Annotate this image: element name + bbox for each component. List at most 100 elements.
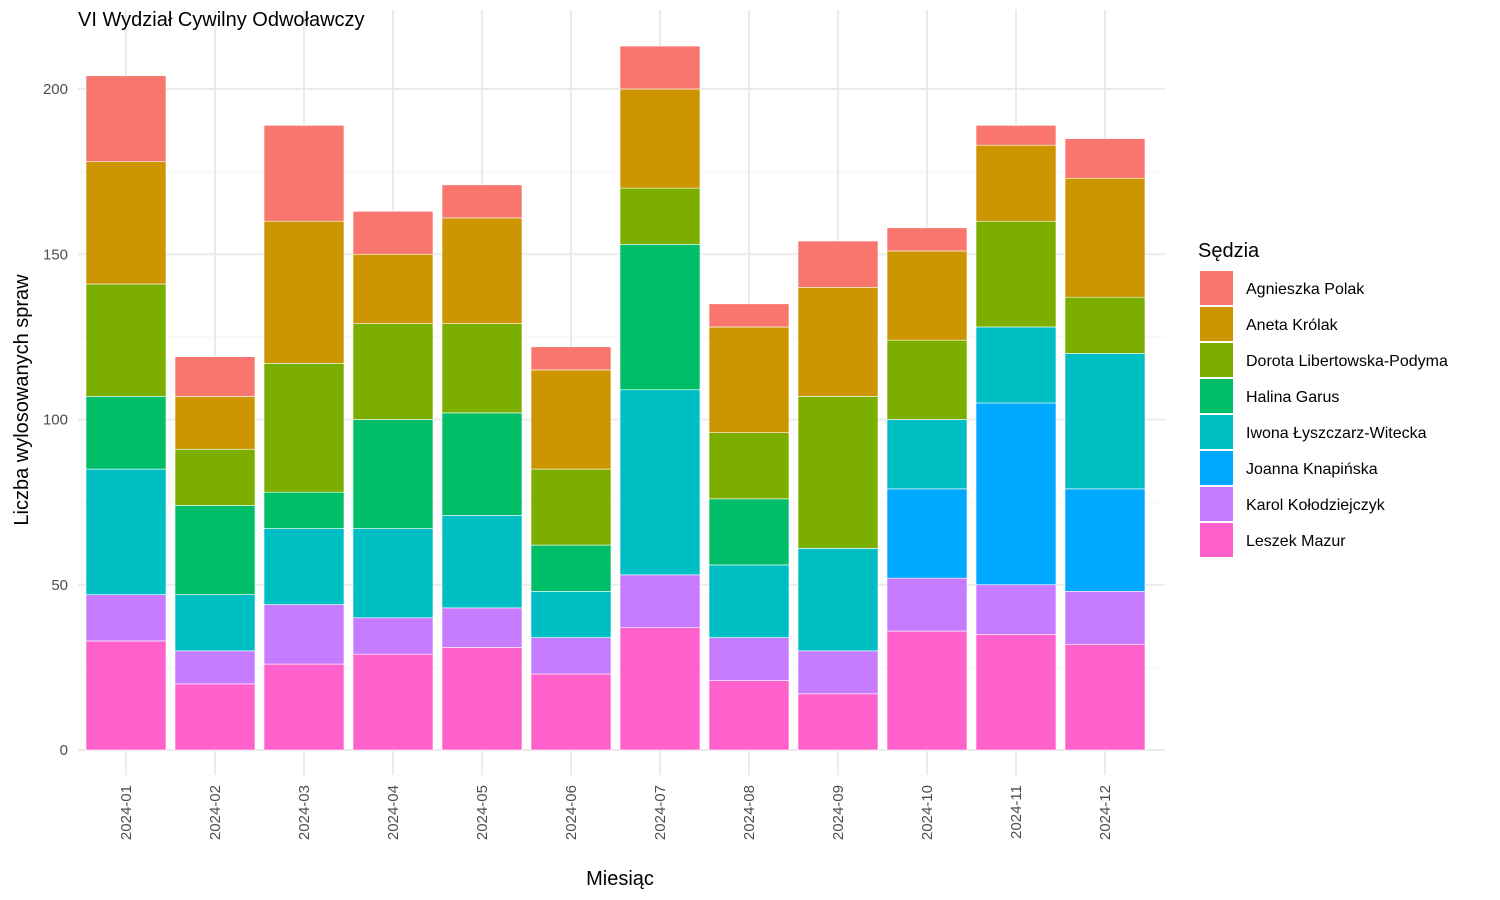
legend-key (1200, 307, 1233, 341)
bar-segment (441, 515, 523, 609)
x-tick-label: 2024-11 (1008, 785, 1025, 839)
bar-segment (1064, 643, 1146, 751)
bar-segment (263, 528, 345, 605)
bar-segment (441, 217, 523, 324)
bar-segment (1064, 591, 1146, 645)
bar-segment (1064, 177, 1146, 298)
x-tick-label: 2024-06 (563, 785, 580, 840)
bar-segment (708, 637, 790, 681)
y-tick-label: 150 (43, 246, 68, 263)
bar-segment (975, 634, 1057, 751)
bar-segment (352, 528, 434, 619)
bar-segment (708, 326, 790, 434)
bar-segment (619, 45, 701, 90)
bar-segment (797, 693, 879, 751)
y-tick-label: 50 (51, 577, 68, 594)
bar-segment (530, 673, 612, 751)
bar-segment (530, 637, 612, 675)
bar-segment (174, 356, 256, 397)
legend-key (1200, 343, 1233, 377)
bar-segment (174, 683, 256, 751)
bar-segment (708, 432, 790, 500)
legend-label: Agnieszka Polak (1246, 281, 1365, 298)
bar-segment (352, 419, 434, 529)
x-tick-label: 2024-04 (385, 785, 402, 840)
bar-segment (85, 75, 167, 163)
bar-segment (975, 326, 1057, 404)
bars (85, 45, 1146, 751)
bar-segment (1064, 488, 1146, 592)
x-tick-label: 2024-07 (652, 785, 669, 840)
bar-segment (352, 253, 434, 324)
bar-segment (352, 617, 434, 655)
bar-segment (174, 448, 256, 506)
bar-segment (441, 323, 523, 414)
bar-segment (886, 250, 968, 341)
bar-segment (1064, 138, 1146, 179)
bar-segment (797, 650, 879, 695)
legend-label: Joanna Knapińska (1246, 461, 1378, 478)
bar-segment (797, 548, 879, 652)
bar-segment (441, 184, 523, 219)
bar-segment (441, 647, 523, 751)
bar-segment (619, 187, 701, 245)
bar-segment (708, 498, 790, 566)
x-tick-label: 2024-03 (296, 785, 313, 840)
bar-segment (975, 402, 1057, 586)
bar-segment (975, 125, 1057, 146)
bar-segment (975, 144, 1057, 222)
bar-segment (619, 88, 701, 189)
legend-label: Aneta Królak (1246, 317, 1339, 334)
bar-segment (352, 323, 434, 420)
bar-segment (619, 389, 701, 576)
x-tick-label: 2024-10 (919, 785, 936, 840)
bar-segment (530, 369, 612, 470)
bar-segment (85, 283, 167, 397)
legend-key (1200, 451, 1233, 485)
bar-segment (85, 161, 167, 285)
legend-label: Iwona Łyszczarz-Witecka (1246, 425, 1427, 442)
bar-segment (174, 594, 256, 652)
bar-segment (886, 488, 968, 579)
bar-segment (352, 210, 434, 255)
bar-segment (1064, 353, 1146, 490)
bar-segment (85, 396, 167, 470)
bar-segment (263, 491, 345, 529)
bar-segment (1064, 296, 1146, 354)
x-tick-label: 2024-01 (118, 785, 135, 840)
bar-segment (619, 627, 701, 751)
bar-segment (797, 240, 879, 288)
bar-segment (85, 594, 167, 642)
bar-segment (85, 640, 167, 751)
bar-segment (530, 591, 612, 638)
bar-segment (886, 630, 968, 751)
bar-segment (886, 419, 968, 490)
bar-segment (886, 577, 968, 632)
legend-label: Dorota Libertowska-Podyma (1246, 353, 1448, 370)
bar-segment (263, 363, 345, 493)
x-tick-label: 2024-09 (830, 785, 847, 840)
x-axis: 2024-01 2024-02 2024-03 2024-04 2024-05 2024-… (118, 785, 1114, 840)
legend-label: Karol Kołodziejczyk (1246, 497, 1386, 514)
bar-segment (263, 220, 345, 364)
bar-segment (708, 680, 790, 751)
legend: Sędzia Agnieszka Polak Aneta Królak Dorota… (1198, 240, 1448, 557)
bar-segment (886, 339, 968, 420)
bar-segment (85, 468, 167, 595)
bar-segment (619, 574, 701, 629)
bar-segment (263, 125, 345, 222)
chart-title: VI Wydział Cywilny Odwoławczy (78, 9, 365, 31)
bar-segment (441, 607, 523, 648)
legend-key (1200, 271, 1233, 305)
legend-key (1200, 415, 1233, 449)
legend-key (1200, 523, 1233, 557)
x-tick-label: 2024-02 (207, 785, 224, 840)
bar-segment (886, 227, 968, 252)
legend-label: Leszek Mazur (1246, 533, 1346, 550)
bar-segment (797, 396, 879, 549)
bar-segment (708, 303, 790, 328)
y-tick-label: 100 (43, 412, 68, 429)
legend-label: Halina Garus (1246, 389, 1339, 406)
legend-title: Sędzia (1198, 240, 1260, 262)
